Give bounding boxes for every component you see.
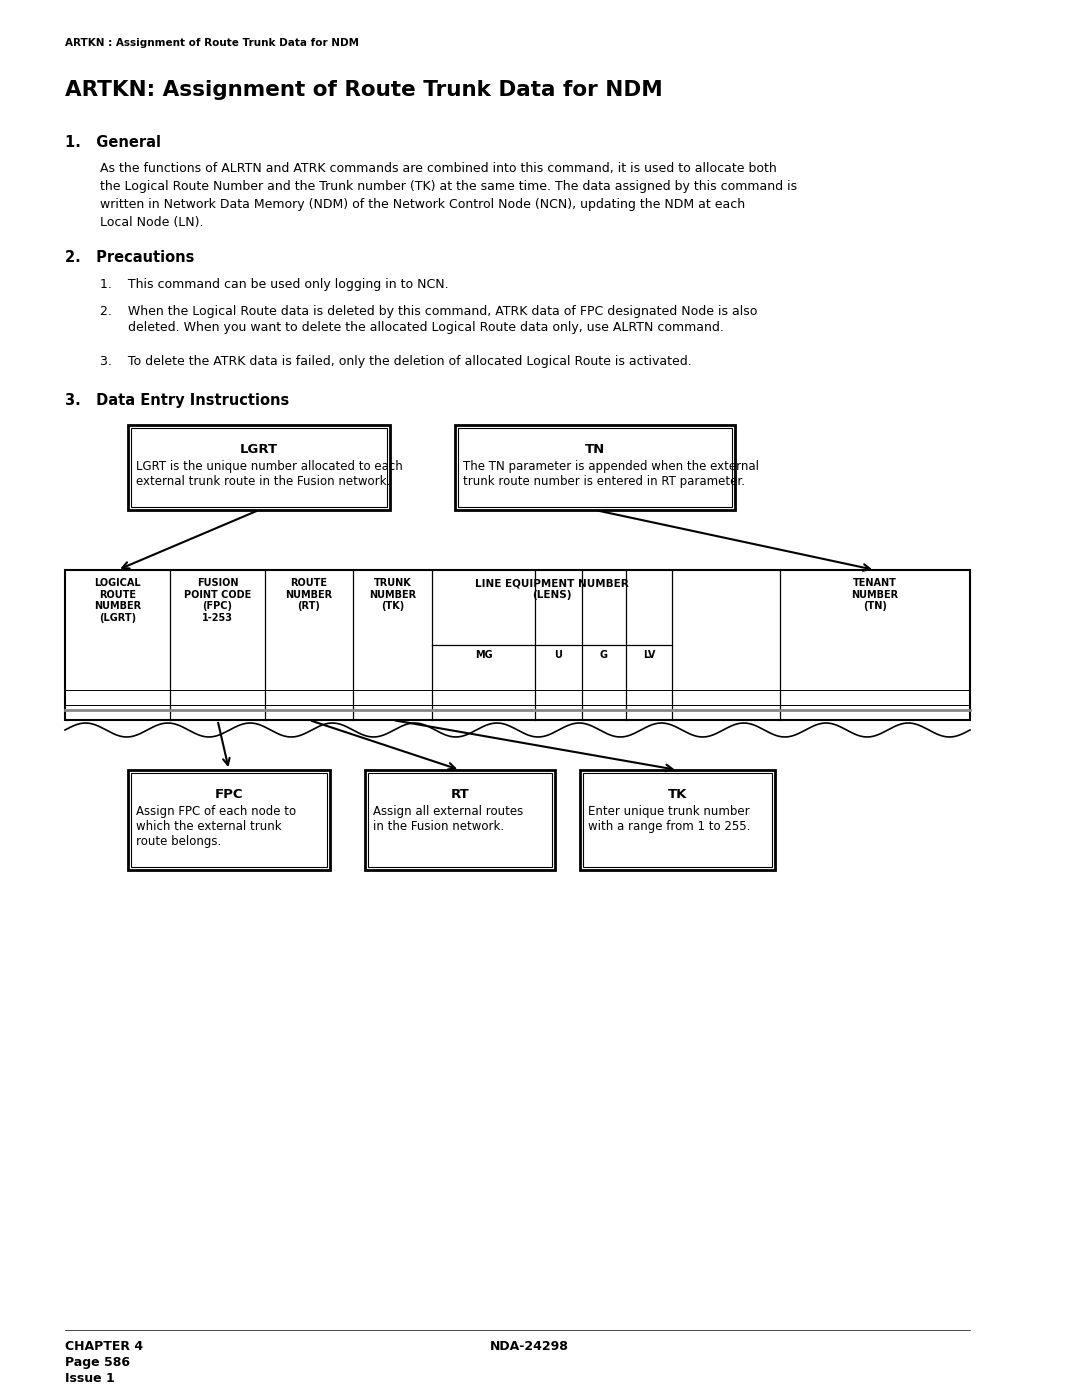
Text: FUSION
POINT CODE
(FPC)
1-253: FUSION POINT CODE (FPC) 1-253 — [184, 578, 252, 623]
Text: Local Node (LN).: Local Node (LN). — [100, 217, 203, 229]
Text: written in Network Data Memory (NDM) of the Network Control Node (NCN), updating: written in Network Data Memory (NDM) of … — [100, 198, 745, 211]
Text: Page 586: Page 586 — [65, 1356, 130, 1369]
Text: Assign all external routes
in the Fusion network.: Assign all external routes in the Fusion… — [373, 805, 523, 833]
Text: ARTKN: Assignment of Route Trunk Data for NDM: ARTKN: Assignment of Route Trunk Data fo… — [65, 80, 663, 101]
Text: ROUTE
NUMBER
(RT): ROUTE NUMBER (RT) — [285, 578, 333, 612]
Text: MG: MG — [475, 650, 492, 659]
Text: NDA-24298: NDA-24298 — [490, 1340, 569, 1354]
Text: 3.   Data Entry Instructions: 3. Data Entry Instructions — [65, 393, 289, 408]
Text: G: G — [600, 650, 608, 659]
Text: 2.    When the Logical Route data is deleted by this command, ATRK data of FPC d: 2. When the Logical Route data is delete… — [100, 305, 757, 319]
Bar — [131, 773, 327, 868]
Text: LINE EQUIPMENT NUMBER
(LENS): LINE EQUIPMENT NUMBER (LENS) — [475, 578, 629, 599]
Text: FPC: FPC — [215, 788, 243, 800]
Text: 3.    To delete the ATRK data is failed, only the deletion of allocated Logical : 3. To delete the ATRK data is failed, on… — [100, 355, 692, 367]
Text: LOGICAL
ROUTE
NUMBER
(LGRT): LOGICAL ROUTE NUMBER (LGRT) — [94, 578, 141, 623]
Text: Assign FPC of each node to
which the external trunk
route belongs.: Assign FPC of each node to which the ext… — [136, 805, 296, 848]
Text: As the functions of ALRTN and ATRK commands are combined into this command, it i: As the functions of ALRTN and ATRK comma… — [100, 162, 777, 175]
Bar — [365, 770, 555, 870]
Text: TK: TK — [667, 788, 687, 800]
Text: TRUNK
NUMBER
(TK): TRUNK NUMBER (TK) — [369, 578, 416, 612]
Text: LGRT is the unique number allocated to each
external trunk route in the Fusion n: LGRT is the unique number allocated to e… — [136, 460, 403, 488]
Bar — [580, 770, 775, 870]
Text: TENANT
NUMBER
(TN): TENANT NUMBER (TN) — [851, 578, 899, 612]
Bar — [131, 427, 387, 507]
Bar — [455, 425, 735, 510]
Bar — [129, 425, 390, 510]
Text: TN: TN — [585, 443, 605, 455]
Bar — [129, 770, 330, 870]
Bar — [65, 570, 970, 719]
Text: deleted. When you want to delete the allocated Logical Route data only, use ALRT: deleted. When you want to delete the all… — [100, 321, 724, 334]
Text: ARTKN : Assignment of Route Trunk Data for NDM: ARTKN : Assignment of Route Trunk Data f… — [65, 38, 359, 47]
Text: LGRT: LGRT — [240, 443, 278, 455]
Text: 1.   General: 1. General — [65, 136, 161, 149]
Text: Issue 1: Issue 1 — [65, 1372, 114, 1384]
Bar — [583, 773, 772, 868]
Text: the Logical Route Number and the Trunk number (TK) at the same time. The data as: the Logical Route Number and the Trunk n… — [100, 180, 797, 193]
Text: The TN parameter is appended when the external
trunk route number is entered in : The TN parameter is appended when the ex… — [463, 460, 759, 488]
Bar — [458, 427, 732, 507]
Text: RT: RT — [450, 788, 470, 800]
Text: LV: LV — [643, 650, 656, 659]
Text: 1.    This command can be used only logging in to NCN.: 1. This command can be used only logging… — [100, 278, 448, 291]
Text: Enter unique trunk number
with a range from 1 to 255.: Enter unique trunk number with a range f… — [588, 805, 751, 833]
Text: U: U — [554, 650, 563, 659]
Text: CHAPTER 4: CHAPTER 4 — [65, 1340, 144, 1354]
Bar — [368, 773, 552, 868]
Text: 2.   Precautions: 2. Precautions — [65, 250, 194, 265]
